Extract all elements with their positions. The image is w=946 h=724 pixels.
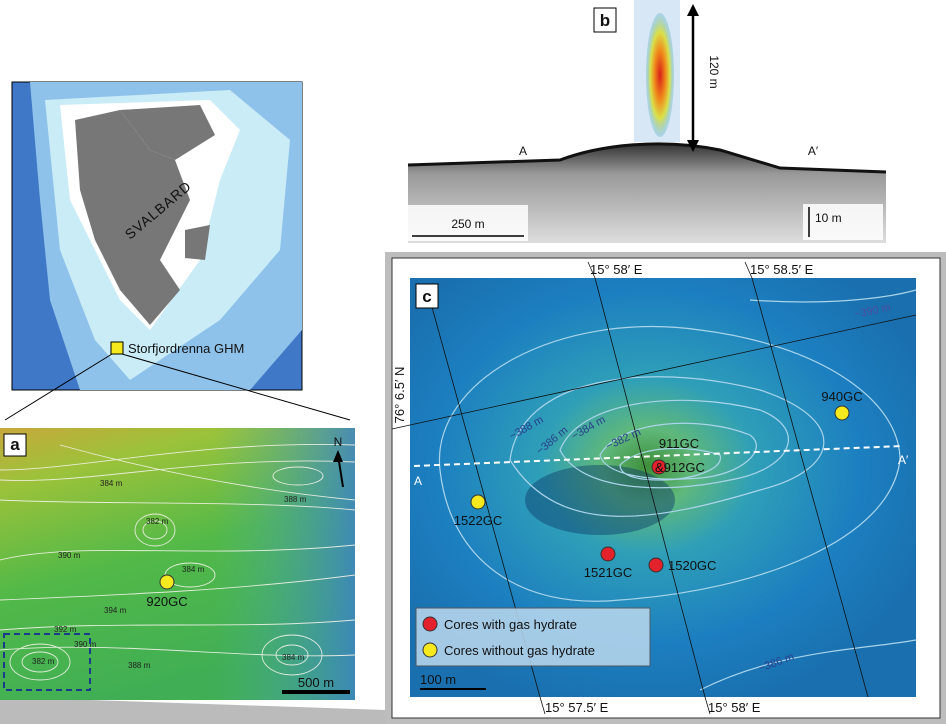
contour-label: 382 m: [32, 657, 55, 666]
profile-line: [413, 445, 904, 467]
contour-label: 394 m: [104, 606, 127, 615]
contour-label: 390 m: [58, 551, 81, 560]
longitude-label: 15° 57.5′ E: [545, 700, 609, 715]
contour-label: 388 m: [284, 495, 307, 504]
gas-plume: [646, 13, 674, 137]
core-label: 1520GC: [668, 558, 716, 573]
panel-label-box: [415, 283, 439, 309]
scale-label: 250 m: [451, 217, 484, 231]
panel-label-box: [593, 7, 617, 33]
scale-label: 500 m: [298, 675, 334, 690]
profile-end: A′: [898, 453, 909, 467]
panel-c: 15° 58′ E 15° 58.5′ E 15° 57.5′ E 15° 58…: [391, 257, 941, 719]
site-marker: [110, 341, 124, 355]
core-marker: [470, 494, 486, 510]
connector: [121, 353, 351, 421]
core-marker: [159, 574, 175, 590]
longitude-label: 15° 58′ E: [708, 700, 761, 715]
scale-bg: [803, 204, 883, 240]
legend: [415, 607, 651, 667]
arrow-head: [687, 140, 699, 152]
legend-label: Cores with gas hydrate: [444, 617, 577, 632]
profile-end: A′: [808, 144, 819, 158]
legend-label: Cores without gas hydrate: [444, 643, 595, 658]
core-label: 920GC: [146, 594, 187, 609]
profile-start: A: [519, 144, 527, 158]
contour-label: 392 m: [54, 625, 77, 634]
contours: [0, 444, 356, 681]
panel-b: b 120 m A A′ 250 m 10 m: [407, 0, 887, 243]
core-marker: [600, 546, 616, 562]
panel-label: b: [600, 11, 610, 30]
core-marker: [651, 459, 667, 475]
overview-map: SVALBARD Storfjordrenna GHM: [11, 81, 303, 391]
detail-box: [3, 633, 91, 691]
panel-label: c: [422, 287, 431, 306]
latitude-label: 76° 6.5′ N: [392, 367, 407, 424]
north-label: N: [334, 435, 343, 449]
contours: [438, 289, 917, 691]
legend-marker: [422, 642, 438, 658]
longitude-label: 15° 58.5′ E: [750, 262, 814, 277]
contour-label: 384 m: [282, 653, 305, 662]
land: [75, 110, 190, 325]
core-marker: [834, 405, 850, 421]
land: [185, 225, 210, 260]
arrow-head: [687, 4, 699, 16]
profile-start: A: [414, 474, 422, 488]
land: [120, 105, 215, 160]
core-label: 1522GC: [454, 513, 502, 528]
longitude-label: 15° 58′ E: [590, 262, 643, 277]
contour-label: 388 m: [128, 661, 151, 670]
seafloor-line: [407, 142, 887, 174]
contour-label: 384 m: [100, 479, 123, 488]
connection: [0, 700, 385, 724]
core-label: 911GC: [659, 436, 699, 451]
panel-label-box: [3, 433, 27, 457]
core-label: 940GC: [821, 389, 862, 404]
core-label: &912GC: [655, 460, 705, 475]
contour-label: 390 m: [74, 640, 97, 649]
panel-a: a N 384 m 388 m 382 m 390 m 384 m 394 m 392 m 3…: [0, 428, 356, 700]
core-marker: [648, 557, 664, 573]
core-label: 1521GC: [584, 565, 632, 580]
site-label: Storfjordrenna GHM: [128, 341, 244, 356]
contour-label: 382 m: [146, 517, 169, 526]
scale-label: 10 m: [815, 211, 842, 225]
legend-marker: [422, 616, 438, 632]
shadow: [525, 465, 675, 535]
panel-label: a: [10, 435, 20, 454]
scale-label: 100 m: [420, 672, 456, 687]
north-arrow-head: [333, 450, 343, 462]
contour-label: 384 m: [182, 565, 205, 574]
scale-bg: [408, 205, 528, 241]
connector: [4, 353, 113, 421]
plume-height: 120 m: [707, 55, 721, 88]
